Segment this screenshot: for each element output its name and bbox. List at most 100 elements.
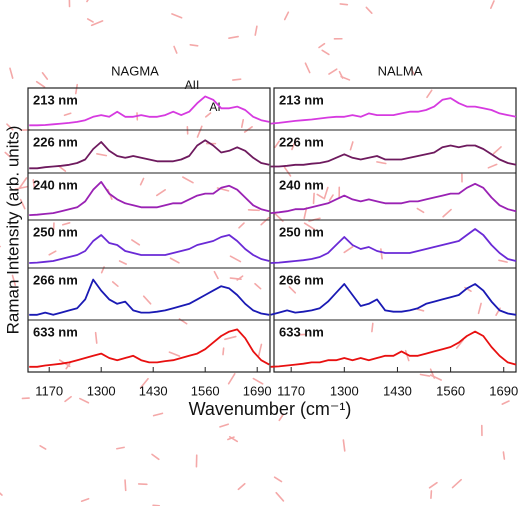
decoration-stroke	[343, 246, 354, 254]
decoration-stroke	[492, 146, 502, 155]
decoration-stroke	[442, 208, 452, 218]
decoration-stroke	[48, 250, 57, 256]
decoration-stroke	[338, 70, 344, 79]
decoration-stroke	[455, 339, 464, 349]
decoration-stroke	[419, 373, 431, 377]
decoration-stroke	[247, 209, 260, 212]
decoration-stroke	[61, 222, 71, 226]
decoration-stroke	[429, 374, 442, 381]
decoration-stroke	[365, 6, 373, 14]
decoration-stroke	[416, 207, 425, 214]
decoration-stroke	[227, 436, 235, 441]
decoration-stroke	[380, 248, 383, 260]
decoration-stroke	[0, 492, 3, 496]
decoration-stroke	[316, 193, 324, 199]
decoration-stroke	[278, 413, 284, 422]
decoration-stroke	[224, 335, 237, 341]
row-label: 250 nm	[279, 224, 324, 239]
decoration-stroke	[204, 112, 212, 118]
decoration-stroke	[429, 368, 436, 379]
decoration-stroke	[213, 270, 219, 280]
decoration-stroke	[116, 446, 125, 450]
decoration-stroke	[168, 351, 181, 357]
decoration-stroke	[426, 89, 433, 99]
decoration-stroke	[219, 423, 229, 428]
decoration-stroke	[303, 222, 316, 231]
annotation: AII	[185, 78, 200, 92]
decoration-stroke	[254, 282, 262, 290]
decoration-stroke	[94, 331, 98, 344]
decoration-stroke	[404, 349, 410, 362]
spectrum-line	[29, 95, 270, 127]
spectrum-line	[270, 283, 517, 316]
decoration-stroke	[498, 259, 508, 263]
x-tick-label: 1560	[191, 383, 220, 398]
decoration-stroke	[79, 397, 90, 404]
decoration-stroke	[169, 257, 180, 264]
decoration-stroke	[142, 295, 152, 305]
x-tick-label: 1430	[139, 383, 168, 398]
decoration-stroke	[260, 216, 270, 226]
x-tick-label: 1690	[243, 383, 272, 398]
decoration-stroke	[229, 255, 242, 263]
row-label: 226 nm	[279, 134, 324, 149]
decoration-stroke	[342, 439, 346, 452]
decoration-stroke	[228, 35, 239, 39]
decoration-stroke	[196, 125, 203, 138]
spectrum-line	[270, 97, 517, 125]
x-tick-label: 1300	[330, 383, 359, 398]
decoration-stroke	[240, 118, 245, 128]
x-tick-label: 1300	[87, 383, 116, 398]
decoration-stroke	[80, 497, 90, 502]
plot-frame	[27, 87, 271, 373]
decoration-stroke	[323, 186, 329, 200]
decoration-stroke	[490, 0, 495, 9]
decoration-stroke	[57, 165, 67, 172]
row-label: 633 nm	[279, 324, 324, 339]
decoration-stroke	[339, 3, 349, 6]
decoration-stroke	[477, 302, 482, 315]
decoration-stroke	[428, 481, 438, 489]
decoration-stroke	[328, 194, 334, 202]
decoration-stroke	[19, 198, 26, 210]
decoration-stroke	[86, 0, 89, 3]
decoration-stroke	[41, 71, 49, 80]
decoration-stroke	[321, 49, 330, 56]
row-label: 250 nm	[33, 224, 78, 239]
decoration-stroke	[252, 377, 264, 385]
decoration-stroke	[35, 80, 46, 88]
decoration-stroke	[222, 347, 225, 356]
spectrum-line	[29, 181, 270, 216]
decoration-stroke	[139, 177, 145, 186]
decoration-stroke	[232, 78, 242, 81]
decoration-stroke	[451, 478, 462, 489]
decoration-stroke	[410, 68, 415, 76]
decoration-stroke	[238, 222, 245, 229]
decoration-stroke	[318, 42, 326, 49]
decoration-stroke	[501, 400, 510, 405]
decoration-stroke	[229, 277, 242, 280]
decoration-stroke	[283, 166, 292, 177]
decoration-stroke	[111, 281, 119, 287]
row-label: 240 nm	[279, 177, 324, 192]
spectrum-line	[270, 144, 517, 168]
decoration-stroke	[155, 189, 167, 197]
decoration-stroke	[96, 153, 108, 157]
decoration-stroke	[39, 445, 47, 450]
decoration-stroke	[349, 141, 354, 151]
panel-title: NALMA	[378, 63, 423, 78]
decoration-stroke	[139, 377, 149, 389]
spectrum-line	[29, 234, 270, 264]
decoration-stroke	[487, 163, 498, 169]
decoration-stroke	[502, 451, 506, 460]
x-tick-label: 1560	[436, 383, 465, 398]
decoration-stroke	[291, 138, 297, 151]
decoration-stroke	[274, 140, 280, 149]
decoration-stroke	[118, 260, 128, 265]
spectrum-line	[29, 278, 270, 316]
row-label: 226 nm	[33, 134, 78, 149]
row-label: 213 nm	[279, 92, 324, 107]
decoration-stroke	[189, 44, 199, 47]
x-tick-label: 1170	[277, 383, 305, 398]
